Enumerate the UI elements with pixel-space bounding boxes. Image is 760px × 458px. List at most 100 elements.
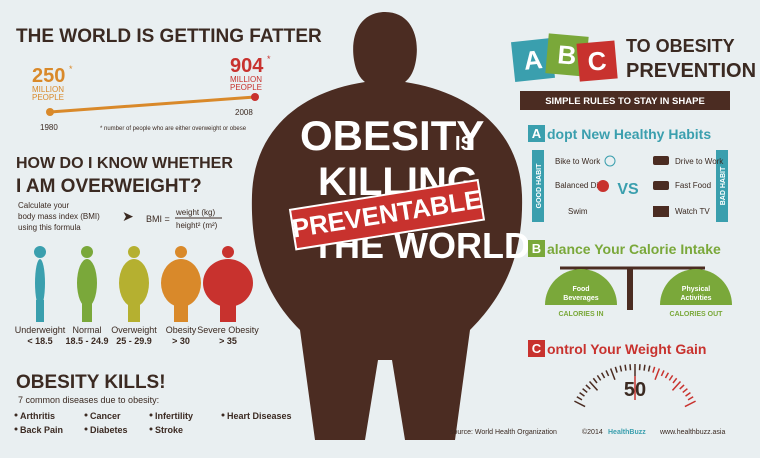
kills-title: OBESITY KILLS! [16,372,166,393]
figure-head [222,246,234,258]
bmi-title1: HOW DO I KNOW WHETHER [16,155,233,172]
gauge-tick [588,380,599,391]
bmi-range: 25 - 29.9 [116,336,152,346]
numerator: weight (kg) [175,208,215,217]
gauge-tick [596,374,602,381]
figure-legs [220,300,236,322]
gauge-tick [682,388,688,394]
copyright: ©2014 [582,428,603,436]
gauge-tick [614,366,618,373]
figure-body [203,259,253,307]
bmi-range: > 35 [219,336,237,346]
end-dot [251,93,259,101]
gauge-tick [574,400,586,408]
gauge-tick [664,372,670,379]
formula-lhs: BMI = [146,214,170,224]
brand: HealthBuzz [608,429,646,436]
c-title: ontrol Your Weight Gain [547,341,706,357]
bullet [84,427,88,431]
growth-line [49,95,256,114]
left-pan: Beverages [563,295,599,302]
disease: Stroke [155,425,183,435]
gauge-tick [579,391,585,397]
gauge-tick [668,374,674,381]
a-title: dopt New Healthy Habits [547,126,711,142]
abc-letter: A [522,44,544,76]
gauge-tick [687,396,694,401]
b-title: alance Your Calorie Intake [547,241,721,257]
denominator: height² (m²) [176,221,218,230]
end-unit2: PEOPLE [230,83,262,92]
good-label: GOOD HABIT [536,163,543,208]
figure-body [161,259,201,307]
bmi-label: Normal [72,325,101,335]
gauge-tick [684,400,696,408]
bullet [149,427,153,431]
bullet [14,413,18,417]
disease: Cancer [90,411,121,421]
disease: Diabetes [90,425,128,435]
diseases: Arthritis Cancer Infertility Heart Diseases… [14,411,292,435]
gauge-tick [592,377,598,384]
bullet [221,413,225,417]
abc-letter: B [556,39,577,71]
start-mark: * [69,64,73,74]
start-dot [46,108,54,116]
gauge [574,364,696,408]
figure-head [128,246,140,258]
gauge-tick [585,384,591,390]
end-value: 904 [230,55,264,77]
url: www.healthbuzz.asia [659,429,725,436]
abc-letter: C [586,45,608,77]
figure-head [34,246,46,258]
left-caption: CALORIES IN [558,311,603,318]
bmi-title2: I AM OVERWEIGHT? [16,176,202,197]
figure-legs [82,300,92,322]
icon [653,206,669,217]
gauge-tick [679,384,685,390]
disease: Infertility [155,411,193,421]
icon [597,180,609,192]
gauge-tick [643,364,646,371]
gauge-tick [624,364,627,371]
start-unit1: MILLION [32,85,64,94]
pan [545,269,617,305]
letter-box [528,340,545,357]
gauge-tick [605,370,610,377]
abc-title2: PREVENTION [626,60,756,82]
source: source: World Health Organization [450,429,557,436]
end-unit1: MILLION [230,75,262,84]
right-pan: Activities [680,295,711,302]
gauge-tick [671,380,682,391]
bad-habit: Drive to Work [675,157,724,166]
pillar [627,268,633,310]
right-caption: CALORIES OUT [670,311,724,318]
gauge-tick [652,366,656,373]
kills-subtitle: 7 common diseases due to obesity: [18,395,159,405]
center-is: IS [455,133,474,155]
bad-bar [716,150,728,222]
footnote: * number of people who are either overwe… [100,126,247,132]
bullet [149,413,153,417]
end-year: 2008 [235,108,253,117]
bmi-range: < 18.5 [27,336,52,346]
gauge-tick [582,388,588,394]
gauge-tick [609,368,616,380]
figure-body [77,259,97,307]
good-habit: Balanced Diet [555,181,606,190]
banner [520,91,730,110]
bad-label: BAD HABIT [720,166,727,205]
icon [653,156,669,165]
letter-box [528,240,545,257]
bmi-label: Overweight [111,325,157,335]
bmi-label: Severe Obesity [197,325,259,335]
figure-head [81,246,93,258]
figure-legs [128,300,140,322]
bullet [14,427,18,431]
figure-legs [36,300,44,322]
center-line1: OBESITY [300,112,484,159]
gauge-tick [576,396,583,401]
gauge-tick [619,365,623,372]
